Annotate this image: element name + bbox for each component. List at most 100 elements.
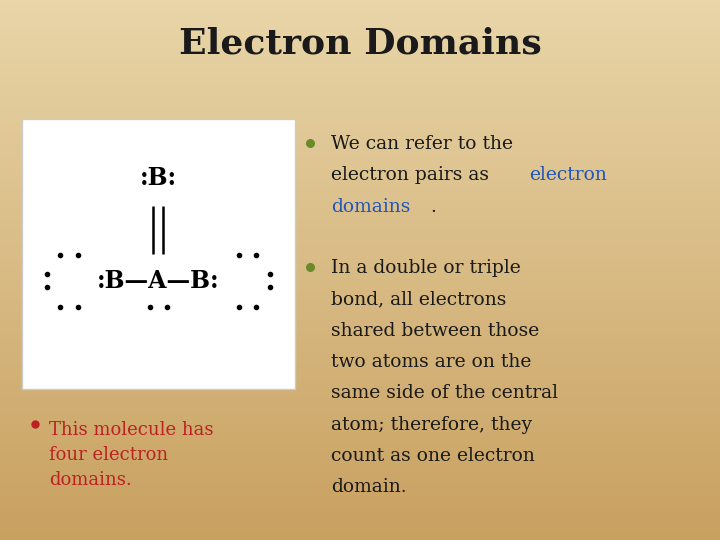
Bar — [0, 389, 720, 390]
Bar — [0, 23, 720, 25]
Bar — [0, 113, 720, 115]
Bar — [0, 85, 720, 86]
Bar — [0, 430, 720, 432]
Bar — [0, 511, 720, 513]
Bar — [0, 228, 720, 231]
Bar — [0, 522, 720, 524]
Bar — [0, 27, 720, 29]
Bar — [0, 72, 720, 74]
Bar — [0, 38, 720, 39]
Bar — [0, 371, 720, 373]
Bar — [0, 42, 720, 43]
Bar — [0, 96, 720, 97]
Bar — [0, 158, 720, 160]
Bar — [0, 528, 720, 529]
Bar — [0, 520, 720, 522]
Bar — [0, 5, 720, 7]
Bar — [0, 266, 720, 268]
FancyBboxPatch shape — [22, 119, 295, 389]
Bar — [0, 355, 720, 356]
Bar — [0, 236, 720, 238]
Bar — [0, 90, 720, 92]
Bar — [0, 25, 720, 27]
Bar — [0, 31, 720, 32]
Bar — [0, 209, 720, 211]
Bar — [0, 204, 720, 205]
Text: same side of the central: same side of the central — [331, 384, 558, 402]
Bar — [0, 162, 720, 164]
Bar — [0, 211, 720, 212]
Bar — [0, 326, 720, 328]
Bar — [0, 93, 720, 96]
Bar — [0, 306, 720, 308]
Bar — [0, 288, 720, 290]
Bar — [0, 225, 720, 227]
Bar — [0, 425, 720, 427]
Bar — [0, 517, 720, 518]
Bar — [0, 221, 720, 223]
Bar — [0, 488, 720, 490]
Bar — [0, 374, 720, 376]
Bar — [0, 506, 720, 508]
Bar — [0, 393, 720, 394]
Bar — [0, 239, 720, 241]
Bar — [0, 468, 720, 470]
Bar — [0, 187, 720, 189]
Bar — [0, 9, 720, 11]
Bar — [0, 317, 720, 319]
Bar — [0, 234, 720, 236]
Bar — [0, 238, 720, 239]
Bar — [0, 491, 720, 493]
Bar — [0, 461, 720, 463]
Bar — [0, 360, 720, 362]
Bar — [0, 407, 720, 409]
Bar — [0, 2, 720, 4]
Bar — [0, 12, 720, 15]
Bar — [0, 471, 720, 474]
Bar — [0, 261, 720, 263]
Bar — [0, 212, 720, 214]
Bar — [0, 340, 720, 342]
Bar — [0, 115, 720, 117]
Bar — [0, 410, 720, 412]
Bar — [0, 92, 720, 93]
Bar — [0, 304, 720, 306]
Bar — [0, 417, 720, 420]
Bar — [0, 475, 720, 477]
Bar — [0, 167, 720, 169]
Bar — [0, 275, 720, 277]
Bar — [0, 272, 720, 274]
Bar — [0, 309, 720, 312]
Bar — [0, 373, 720, 374]
Bar — [0, 369, 720, 371]
Bar — [0, 56, 720, 58]
Text: Electron Domains: Electron Domains — [179, 27, 541, 61]
Bar — [0, 4, 720, 5]
Bar — [0, 428, 720, 430]
Bar — [0, 185, 720, 187]
Bar — [0, 342, 720, 344]
Bar — [0, 292, 720, 293]
Bar — [0, 178, 720, 180]
Bar — [0, 7, 720, 9]
Bar — [0, 378, 720, 380]
Bar — [0, 66, 720, 69]
Bar — [0, 258, 720, 259]
Bar — [0, 441, 720, 443]
Bar — [0, 133, 720, 135]
Bar — [0, 247, 720, 248]
Bar — [0, 463, 720, 464]
Bar — [0, 367, 720, 369]
Bar — [0, 182, 720, 184]
Bar — [0, 432, 720, 434]
Bar — [0, 464, 720, 466]
Bar — [0, 76, 720, 77]
Bar — [0, 69, 720, 70]
Bar — [0, 436, 720, 437]
Bar — [0, 166, 720, 167]
Bar — [0, 77, 720, 79]
Bar — [0, 157, 720, 158]
Bar — [0, 312, 720, 313]
Bar — [0, 286, 720, 288]
Bar — [0, 484, 720, 486]
